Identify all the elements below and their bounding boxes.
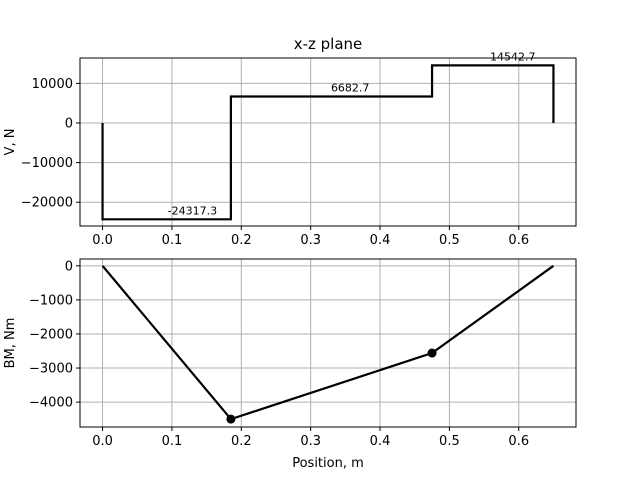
chart-0-data-label: -24317.3 [168, 204, 217, 217]
chart-0-y-tick-label: −20000 [21, 196, 73, 211]
chart-0-y-axis-label: V, N [3, 129, 18, 156]
chart-1-y-tick-label: −3000 [29, 362, 73, 377]
chart-0-axes-frame [79, 57, 577, 227]
chart-1-data-point [427, 348, 437, 358]
chart-0-x-tick-label: 0.3 [300, 233, 321, 248]
chart-0-x-tick-label: 0.1 [162, 233, 183, 248]
chart-1-x-tick-label: 0.5 [439, 434, 460, 449]
chart-0-x-tick-label: 0.5 [439, 233, 460, 248]
chart-1-x-tick-label: 0.0 [92, 434, 113, 449]
chart-0-data-label: 14542.7 [490, 50, 536, 63]
chart-0-x-tick-label: 0.4 [370, 233, 391, 248]
chart-1-x-tick-label: 0.6 [508, 434, 529, 449]
chart-1-y-tick-label: −4000 [29, 396, 73, 411]
chart-1-y-axis-label: BM, Nm [3, 318, 18, 369]
chart-1-x-tick-label: 0.3 [300, 434, 321, 449]
chart-0-x-tick-label: 0.6 [508, 233, 529, 248]
chart-1-y-tick-label: 0 [65, 259, 73, 274]
chart-1-x-axis-label: Position, m [292, 456, 364, 471]
chart-0-y-tick-label: 10000 [32, 77, 73, 92]
chart-0-data-label: 6682.7 [331, 82, 370, 95]
chart-1-x-tick-label: 0.4 [370, 434, 391, 449]
chart-1-series-line [101, 264, 555, 421]
chart-0-title: x-z plane [294, 35, 363, 53]
chart-0-x-tick-label: 0.0 [92, 233, 113, 248]
chart-0-x-tick-label: 0.2 [231, 233, 252, 248]
chart-1-axes-frame [79, 258, 577, 428]
chart-0-y-tick-label: −10000 [21, 156, 73, 171]
chart-1-x-tick-label: 0.2 [231, 434, 252, 449]
chart-0-series-line [101, 64, 555, 221]
chart-0-y-tick-label: 0 [65, 116, 73, 131]
chart-1-x-tick-label: 0.1 [162, 434, 183, 449]
chart-1-y-tick-label: −2000 [29, 327, 73, 342]
bending-moment-panel: 0.0 0.1 0.2 0.3 0.4 0.5 0.6 −4000 −3000 −2000 −100… [3, 258, 577, 471]
shear-force-panel: 0.0 0.1 0.2 0.3 0.4 0.5 0.6 −20000 −10000 0 10000 -… [3, 35, 577, 248]
chart-1-y-tick-label: −1000 [29, 293, 73, 308]
chart-1-data-point [226, 414, 236, 424]
